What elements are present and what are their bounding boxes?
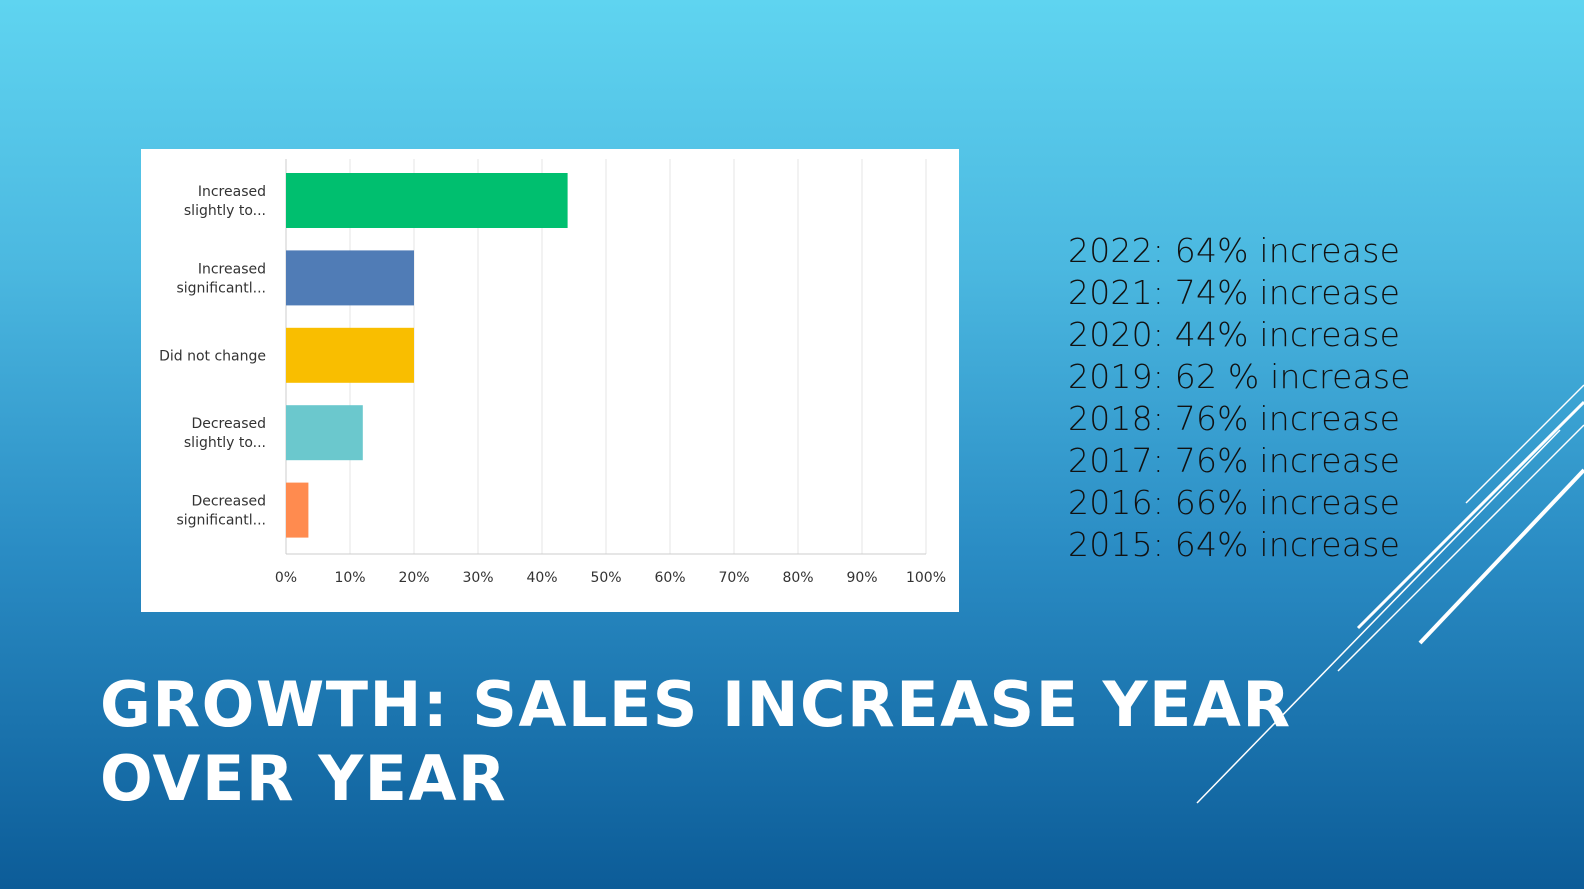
stat-line: 2019: 62 % increase — [1068, 357, 1411, 396]
category-label-line: Increased — [198, 261, 266, 277]
category-label: Did not change — [159, 348, 266, 364]
category-label-line: significantl... — [176, 280, 266, 296]
x-tick-label: 100% — [906, 570, 946, 586]
stats-list: 2022: 64% increase 2021: 74% increase 20… — [1068, 230, 1508, 566]
bar — [286, 482, 309, 538]
stat-line: 2016: 66% increase — [1068, 483, 1401, 522]
category-label-line: Increased — [198, 184, 266, 200]
category-label-line: slightly to... — [184, 435, 266, 451]
stat-line: 2015: 64% increase — [1068, 525, 1401, 564]
bar — [286, 327, 414, 383]
x-tick-label: 20% — [398, 570, 429, 586]
x-tick-label: 80% — [782, 570, 813, 586]
x-tick-label: 40% — [526, 570, 557, 586]
category-label-line: Decreased — [191, 416, 266, 432]
category-label-line: Did not change — [159, 348, 266, 364]
category-label: Decreased slightly to... — [184, 416, 266, 451]
category-label: Increased slightly to... — [184, 184, 266, 219]
x-tick-label: 70% — [718, 570, 749, 586]
x-tick-label: 30% — [462, 570, 493, 586]
x-tick-label: 10% — [334, 570, 365, 586]
category-label-line: significantl... — [176, 513, 266, 529]
bar — [286, 250, 414, 306]
slide-title: GROWTH: SALES INCREASE YEAR OVER YEAR — [100, 668, 1292, 815]
stat-line: 2018: 76% increase — [1068, 399, 1401, 438]
stat-line: 2022: 64% increase — [1068, 231, 1401, 270]
category-label-line: Decreased — [191, 494, 266, 510]
stat-line: 2020: 44% increase — [1068, 315, 1401, 354]
category-label: Decreased significantl... — [176, 494, 266, 529]
chart-card: Increased slightly to... Increased signific… — [141, 149, 959, 612]
category-label: Increased significantl... — [176, 261, 266, 296]
category-label-line: slightly to... — [184, 203, 266, 219]
bar-chart: Increased slightly to... Increased signific… — [159, 159, 946, 586]
bar — [286, 173, 568, 228]
x-tick-label: 0% — [275, 570, 297, 586]
stat-line: 2021: 74% increase — [1068, 273, 1401, 312]
x-tick-label: 50% — [590, 570, 621, 586]
x-tick-label: 90% — [846, 570, 877, 586]
stat-line: 2017: 76% increase — [1068, 441, 1401, 480]
bar — [286, 405, 363, 461]
x-tick-label: 60% — [654, 570, 685, 586]
